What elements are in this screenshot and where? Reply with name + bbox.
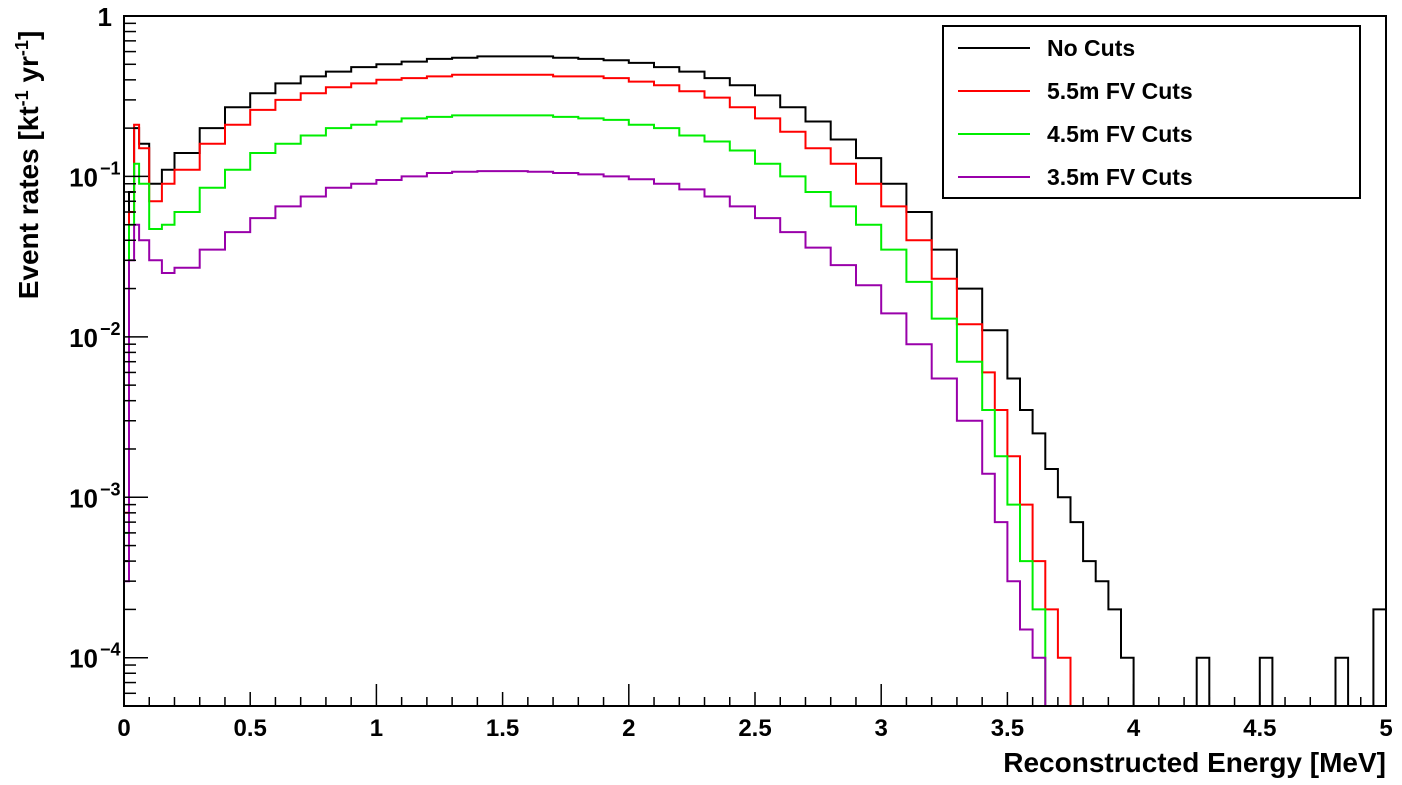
y-tick-label-1: 10 [69,162,98,192]
y-tick-label-3: 10 [69,483,98,513]
legend-label-2: 4.5m FV Cuts [1047,121,1193,147]
x-tick-label-9: 4.5 [1243,715,1276,742]
series-line-3 [124,170,1386,707]
x-tick-label-1: 0.5 [234,715,267,742]
series-layer [124,55,1386,707]
y-tick-exponent-4: −4 [100,640,121,660]
x-tick-label-2: 1 [370,715,383,742]
legend: No Cuts 5.5m FV Cuts 4.5m FV Cuts 3.5m FV C… [942,25,1361,199]
legend-label-3: 3.5m FV Cuts [1047,164,1193,190]
y-tick-label-2: 10 [69,323,98,353]
x-tick-label-10: 5 [1379,715,1392,742]
y-tick-exponent-3: −3 [100,479,121,499]
legend-label-1: 5.5m FV Cuts [1047,78,1193,104]
x-tick-label-3: 1.5 [486,715,519,742]
series-line-1 [124,73,1386,707]
y-tick-exponent-2: −2 [100,319,121,339]
x-tick-label-4: 2 [622,715,635,742]
series-line-0 [124,55,1386,707]
plot-frame [123,15,1387,707]
series-line-2 [124,114,1386,707]
y-tick-label-4: 10 [69,644,98,674]
x-tick-label-8: 4 [1127,715,1141,742]
y-axis-title: Event rates [kt-1 yr-1] [12,31,44,300]
x-tick-label-7: 3.5 [991,715,1024,742]
y-tick-label-0: 1 [98,2,112,32]
x-tick-label-5: 2.5 [738,715,771,742]
legend-label-0: No Cuts [1047,35,1135,61]
y-tick-exponent-1: −1 [100,158,121,178]
y-axis-tick-labels: 110−110−210−310−4 [69,2,120,674]
x-tick-label-0: 0 [117,715,130,742]
x-tick-label-6: 3 [875,715,888,742]
x-axis-tick-labels: 0 0.5 1 1.5 2 2.5 3 3.5 4 4.5 5 [117,715,1392,742]
legend-box [942,25,1361,199]
x-axis-title: Reconstructed Energy [MeV] [1003,747,1386,778]
x-axis-ticks [123,684,1387,706]
y-axis-ticks [124,22,148,707]
